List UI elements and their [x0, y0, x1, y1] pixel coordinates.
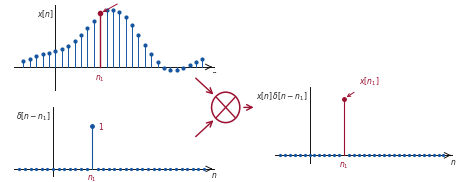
Text: $n_1$: $n_1$ [87, 173, 97, 182]
Text: $x[n]$: $x[n]$ [37, 8, 54, 20]
Text: $\delta[n-n_1]$: $\delta[n-n_1]$ [16, 110, 51, 123]
Text: $x[n_1]$: $x[n_1]$ [104, 0, 143, 12]
Text: $x[n_1]$: $x[n_1]$ [348, 76, 380, 97]
Text: $n$: $n$ [450, 158, 456, 167]
Text: $n_1$: $n_1$ [339, 161, 349, 171]
Text: $n$: $n$ [211, 171, 218, 180]
Text: $n_1$: $n_1$ [95, 73, 105, 84]
Text: $x[n]\,\delta[n-n_1]$: $x[n]\,\delta[n-n_1]$ [256, 90, 308, 103]
Text: $1$: $1$ [98, 121, 104, 132]
Text: $n$: $n$ [211, 70, 217, 79]
